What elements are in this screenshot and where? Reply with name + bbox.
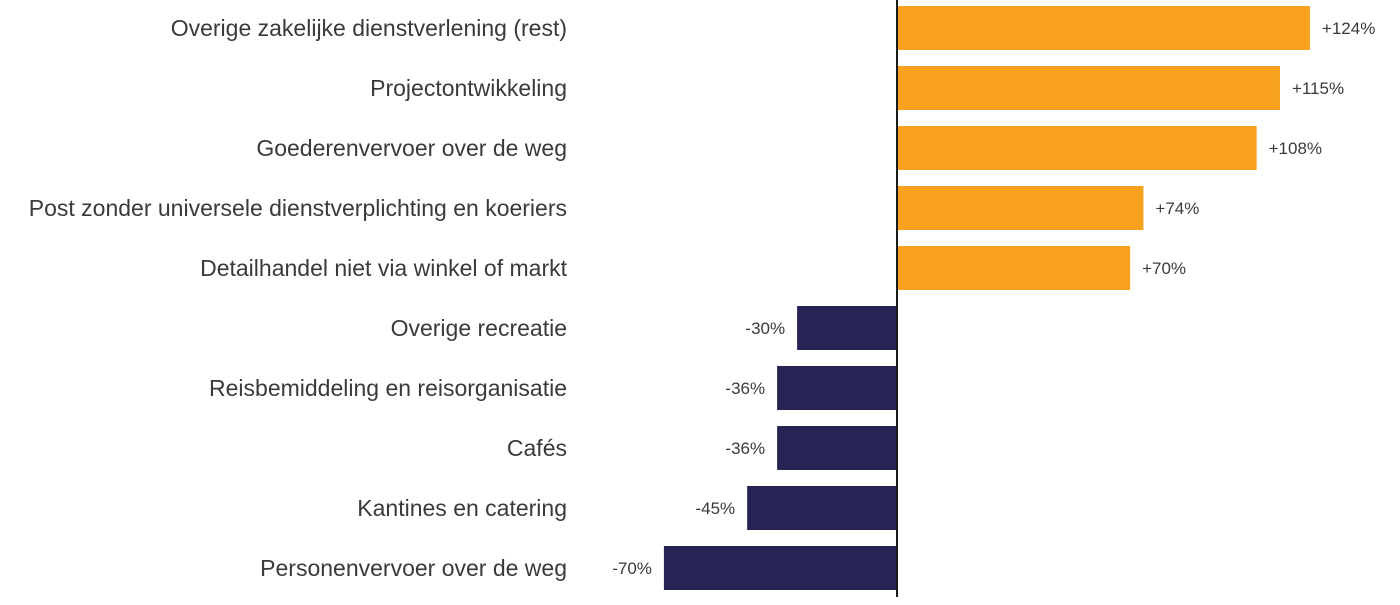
bar-4 (897, 186, 1144, 230)
data-label: +74% (1155, 199, 1199, 218)
bar-9 (747, 486, 897, 530)
bar-1 (897, 6, 1310, 50)
category-label: Detailhandel niet via winkel of markt (200, 255, 568, 281)
category-label: Projectontwikkeling (370, 75, 567, 101)
data-label: -70% (612, 559, 652, 578)
bar-8 (777, 426, 897, 470)
bar-6 (797, 306, 897, 350)
data-label: +108% (1269, 139, 1322, 158)
bar-3 (897, 126, 1257, 170)
bar-10 (663, 546, 897, 590)
data-label: -45% (695, 499, 735, 518)
category-label: Post zonder universele dienstverplichtin… (29, 195, 567, 221)
data-label: -36% (725, 379, 765, 398)
data-label: +70% (1142, 259, 1186, 278)
category-label: Kantines en catering (357, 495, 567, 521)
category-label: Goederenvervoer over de weg (256, 135, 567, 161)
category-label: Cafés (507, 435, 567, 461)
bar-7 (777, 366, 897, 410)
category-label: Overige recreatie (391, 315, 567, 341)
data-label: -36% (725, 439, 765, 458)
data-label: -30% (745, 319, 785, 338)
bar-2 (897, 66, 1280, 110)
data-label: +124% (1322, 19, 1375, 38)
category-label: Overige zakelijke dienstverlening (rest) (171, 15, 567, 41)
data-label: +115% (1292, 79, 1344, 98)
category-label: Reisbemiddeling en reisorganisatie (209, 375, 567, 401)
category-label: Personenvervoer over de weg (260, 555, 567, 581)
bar-5 (897, 246, 1131, 290)
